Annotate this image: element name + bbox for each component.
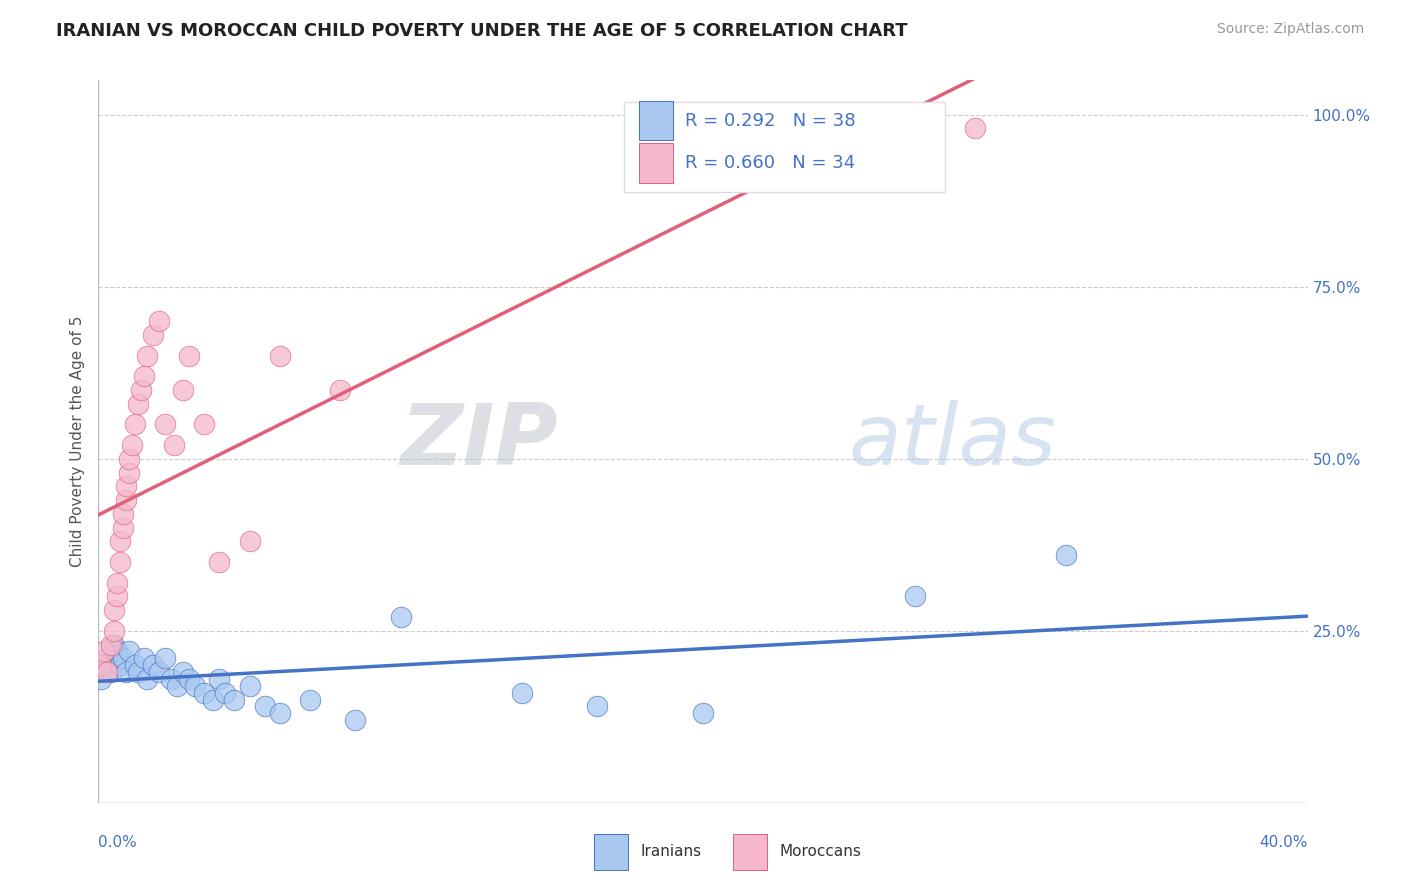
Point [118,451,141,466]
Point [114,479,136,493]
Point [586,699,609,714]
Point [269,349,291,363]
Point [184,679,207,693]
Point [121,438,143,452]
Point [153,651,176,665]
FancyBboxPatch shape [595,834,628,870]
Point [103,638,125,652]
Point [224,692,246,706]
Point [344,713,367,727]
Point [96,665,118,679]
Point [510,686,533,700]
Point [105,590,128,604]
Point [153,417,176,432]
FancyBboxPatch shape [734,834,768,870]
Point [108,534,131,549]
Point [118,466,141,480]
Point [299,692,322,706]
Text: R = 0.660   N = 34: R = 0.660 N = 34 [685,154,855,172]
Point [108,658,131,673]
Point [108,555,131,569]
Point [132,651,155,665]
FancyBboxPatch shape [638,101,673,140]
Text: atlas: atlas [848,400,1056,483]
Point [103,624,125,638]
Point [239,679,262,693]
Point [179,349,201,363]
Point [111,507,134,521]
FancyBboxPatch shape [624,102,945,193]
Point [129,383,152,397]
FancyBboxPatch shape [638,143,673,183]
Text: R = 0.292   N = 38: R = 0.292 N = 38 [685,112,855,130]
Point [114,493,136,508]
Point [965,121,987,136]
Point [692,706,714,721]
Point [105,644,128,658]
Point [118,644,141,658]
Point [114,665,136,679]
Y-axis label: Child Poverty Under the Age of 5: Child Poverty Under the Age of 5 [69,316,84,567]
Point [103,603,125,617]
Point [1054,548,1077,562]
Text: Moroccans: Moroccans [779,845,860,859]
Point [148,314,170,328]
Text: Source: ZipAtlas.com: Source: ZipAtlas.com [1216,22,1364,37]
Point [100,665,122,679]
Point [93,644,115,658]
Point [179,672,201,686]
Point [202,692,225,706]
Point [111,520,134,534]
Text: ZIP: ZIP [401,400,558,483]
Point [389,610,412,624]
Point [193,417,215,432]
Text: 40.0%: 40.0% [1260,835,1308,850]
Text: Iranians: Iranians [640,845,702,859]
Point [904,590,927,604]
Point [269,706,291,721]
Point [142,658,165,673]
Point [329,383,352,397]
Point [93,658,115,673]
Point [208,672,231,686]
Point [127,397,149,411]
Point [90,658,112,673]
Point [166,679,188,693]
Point [160,672,183,686]
Point [111,651,134,665]
Point [142,327,165,342]
Point [148,665,170,679]
Point [253,699,276,714]
Point [208,555,231,569]
Point [124,417,146,432]
Point [127,665,149,679]
Point [135,349,157,363]
Point [100,638,122,652]
Point [96,651,118,665]
Point [172,383,194,397]
Point [239,534,262,549]
Point [124,658,146,673]
Text: IRANIAN VS MOROCCAN CHILD POVERTY UNDER THE AGE OF 5 CORRELATION CHART: IRANIAN VS MOROCCAN CHILD POVERTY UNDER … [56,22,908,40]
Point [132,369,155,384]
Point [193,686,215,700]
Point [105,575,128,590]
Text: 0.0%: 0.0% [98,835,138,850]
Point [90,672,112,686]
Point [214,686,236,700]
Point [135,672,157,686]
Point [163,438,186,452]
Point [172,665,194,679]
